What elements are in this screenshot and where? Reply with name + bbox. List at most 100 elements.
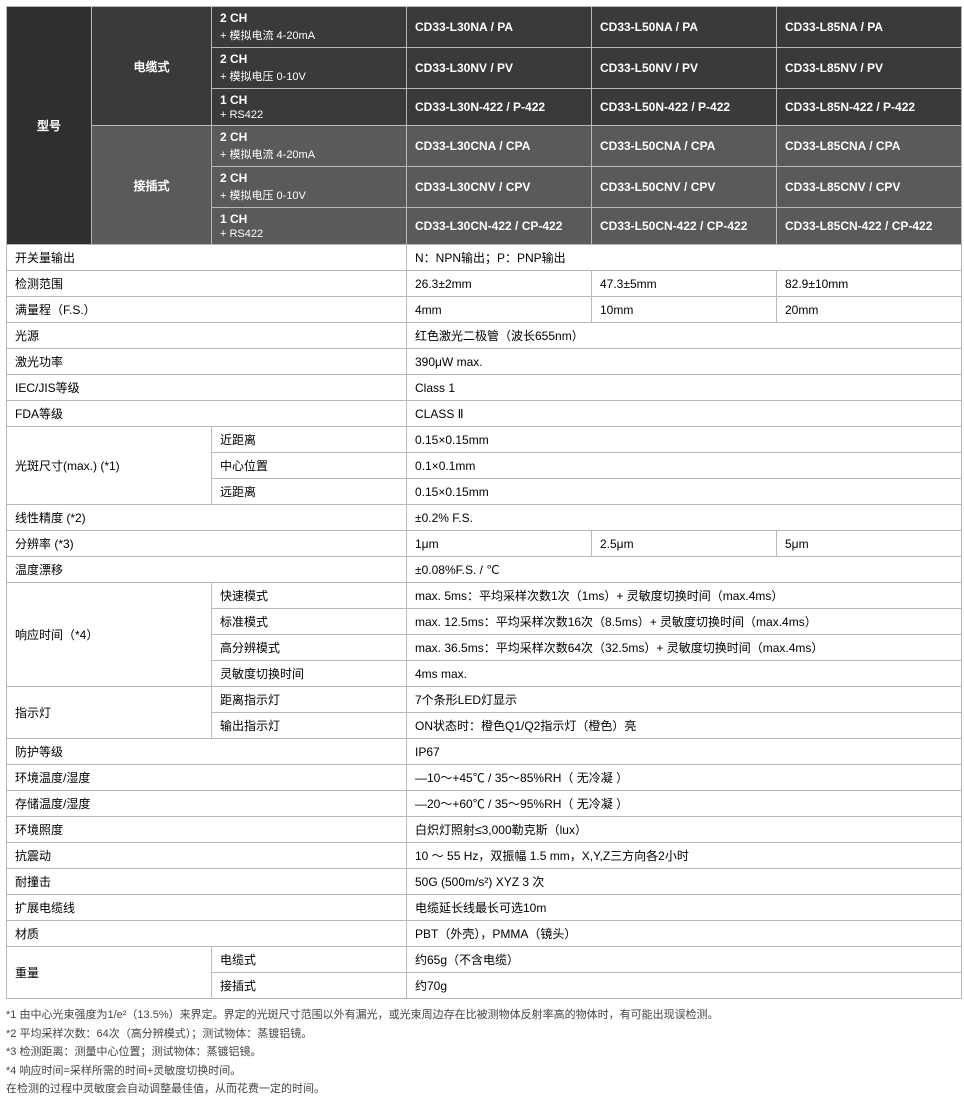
spec-label: 防护等级 (7, 739, 407, 765)
spec-sublabel: 距离指示灯 (212, 687, 407, 713)
spec-value: 26.3±2mm (407, 271, 592, 297)
spec-label: FDA等级 (7, 401, 407, 427)
config-cell: 1 CH+ RS422 (212, 89, 407, 126)
spec-value: 20mm (777, 297, 962, 323)
spec-value: max. 5ms：平均采样次数1次（1ms）+ 灵敏度切换时间（max.4ms） (407, 583, 962, 609)
spec-value: 0.15×0.15mm (407, 479, 962, 505)
spec-sublabel: 标准模式 (212, 609, 407, 635)
spec-value: 约70g (407, 973, 962, 999)
spec-value: 7个条形LED灯显示 (407, 687, 962, 713)
spec-label: 指示灯 (7, 687, 212, 739)
spec-value: 2.5μm (592, 531, 777, 557)
model-number: CD33-L50CNA / CPA (592, 126, 777, 167)
spec-label: 线性精度 (*2) (7, 505, 407, 531)
model-number: CD33-L30NV / PV (407, 48, 592, 89)
spec-label: 环境温度/湿度 (7, 765, 407, 791)
spec-label: 分辨率 (*3) (7, 531, 407, 557)
footnote-line: *4 响应时间=采样所需的时间+灵敏度切换时间。 (6, 1063, 958, 1080)
model-number: CD33-L30N-422 / P-422 (407, 89, 592, 126)
spec-value: IP67 (407, 739, 962, 765)
spec-sublabel: 输出指示灯 (212, 713, 407, 739)
model-number: CD33-L85CNA / CPA (777, 126, 962, 167)
config-cell: 2 CH+ 模拟电压 0-10V (212, 167, 407, 208)
model-number: CD33-L30NA / PA (407, 7, 592, 48)
model-number: CD33-L30CN-422 / CP-422 (407, 208, 592, 245)
spec-value: —20～+60℃ / 35～95%RH（ 无冷凝 ） (407, 791, 962, 817)
footnote-line: *1 由中心光束强度为1/e²（13.5%）来界定。界定的光斑尺寸范围以外有漏光… (6, 1007, 958, 1024)
model-number: CD33-L50N-422 / P-422 (592, 89, 777, 126)
spec-sublabel: 中心位置 (212, 453, 407, 479)
spec-value: 82.9±10mm (777, 271, 962, 297)
model-number: CD33-L85CNV / CPV (777, 167, 962, 208)
spec-value: Class 1 (407, 375, 962, 401)
spec-label: 材质 (7, 921, 407, 947)
spec-label: 温度漂移 (7, 557, 407, 583)
model-number: CD33-L50NV / PV (592, 48, 777, 89)
spec-value: N：NPN输出；P：PNP输出 (407, 245, 962, 271)
spec-value: 4ms max. (407, 661, 962, 687)
spec-value: 1μm (407, 531, 592, 557)
model-number: CD33-L85NV / PV (777, 48, 962, 89)
spec-value: 10mm (592, 297, 777, 323)
spec-label: 光源 (7, 323, 407, 349)
config-cell: 2 CH+ 模拟电压 0-10V (212, 48, 407, 89)
spec-label: IEC/JIS等级 (7, 375, 407, 401)
spec-sublabel: 远距离 (212, 479, 407, 505)
spec-label: 激光功率 (7, 349, 407, 375)
model-number: CD33-L50CNV / CPV (592, 167, 777, 208)
spec-label: 开关量输出 (7, 245, 407, 271)
spec-value: CLASS Ⅱ (407, 401, 962, 427)
spec-value: 390μW max. (407, 349, 962, 375)
spec-label: 扩展电缆线 (7, 895, 407, 921)
spec-value: ±0.08%F.S. / ℃ (407, 557, 962, 583)
spec-label: 响应时间（*4） (7, 583, 212, 687)
spec-label: 重量 (7, 947, 212, 999)
spec-value: 0.1×0.1mm (407, 453, 962, 479)
config-cell: 2 CH+ 模拟电流 4-20mA (212, 126, 407, 167)
footnotes: *1 由中心光束强度为1/e²（13.5%）来界定。界定的光斑尺寸范围以外有漏光… (6, 1007, 958, 1098)
spec-value: 0.15×0.15mm (407, 427, 962, 453)
spec-label: 检测范围 (7, 271, 407, 297)
spec-sublabel: 灵敏度切换时间 (212, 661, 407, 687)
spec-sublabel: 接插式 (212, 973, 407, 999)
model-label: 型号 (7, 7, 92, 245)
footnote-line: *3 检测距离：测量中心位置；测试物体：蒸镀铝镜。 (6, 1044, 958, 1061)
spec-sublabel: 快速模式 (212, 583, 407, 609)
spec-value: 4mm (407, 297, 592, 323)
spec-value: 5μm (777, 531, 962, 557)
spec-value: —10～+45℃ / 35～85%RH（ 无冷凝 ） (407, 765, 962, 791)
spec-table: 型号电缆式2 CH+ 模拟电流 4-20mACD33-L30NA / PACD3… (6, 6, 962, 999)
config-cell: 1 CH+ RS422 (212, 208, 407, 245)
model-number: CD33-L85N-422 / P-422 (777, 89, 962, 126)
spec-value: ±0.2% F.S. (407, 505, 962, 531)
spec-value: 红色激光二极管（波长655nm） (407, 323, 962, 349)
spec-label: 耐撞击 (7, 869, 407, 895)
model-number: CD33-L85CN-422 / CP-422 (777, 208, 962, 245)
footnote-line: 在检测的过程中灵敏度会自动调整最佳值，从而花费一定的时间。 (6, 1081, 958, 1098)
spec-value: 电缆延长线最长可选10m (407, 895, 962, 921)
spec-label: 环境照度 (7, 817, 407, 843)
config-cell: 2 CH+ 模拟电流 4-20mA (212, 7, 407, 48)
spec-sublabel: 电缆式 (212, 947, 407, 973)
spec-sublabel: 近距离 (212, 427, 407, 453)
model-number: CD33-L30CNV / CPV (407, 167, 592, 208)
spec-value: 约65g（不含电缆） (407, 947, 962, 973)
cable-type-label: 电缆式 (92, 7, 212, 126)
model-number: CD33-L30CNA / CPA (407, 126, 592, 167)
connector-type-label: 接插式 (92, 126, 212, 245)
model-number: CD33-L50CN-422 / CP-422 (592, 208, 777, 245)
spec-value: max. 36.5ms：平均采样次数64次（32.5ms）+ 灵敏度切换时间（m… (407, 635, 962, 661)
spec-value: 50G (500m/s²) XYZ 3 次 (407, 869, 962, 895)
spec-label: 存储温度/湿度 (7, 791, 407, 817)
spec-value: PBT（外壳），PMMA（镜头） (407, 921, 962, 947)
footnote-line: *2 平均采样次数：64次（高分辨模式）；测试物体：蒸镀铝镜。 (6, 1026, 958, 1043)
spec-label: 抗震动 (7, 843, 407, 869)
model-number: CD33-L85NA / PA (777, 7, 962, 48)
spec-sublabel: 高分辨模式 (212, 635, 407, 661)
spec-value: max. 12.5ms：平均采样次数16次（8.5ms）+ 灵敏度切换时间（ma… (407, 609, 962, 635)
spec-value: 47.3±5mm (592, 271, 777, 297)
spec-value: 白炽灯照射≤3,000勒克斯（lux） (407, 817, 962, 843)
model-number: CD33-L50NA / PA (592, 7, 777, 48)
spec-label: 满量程（F.S.） (7, 297, 407, 323)
spec-value: 10 ～ 55 Hz，双振幅 1.5 mm，X,Y,Z三方向各2小时 (407, 843, 962, 869)
